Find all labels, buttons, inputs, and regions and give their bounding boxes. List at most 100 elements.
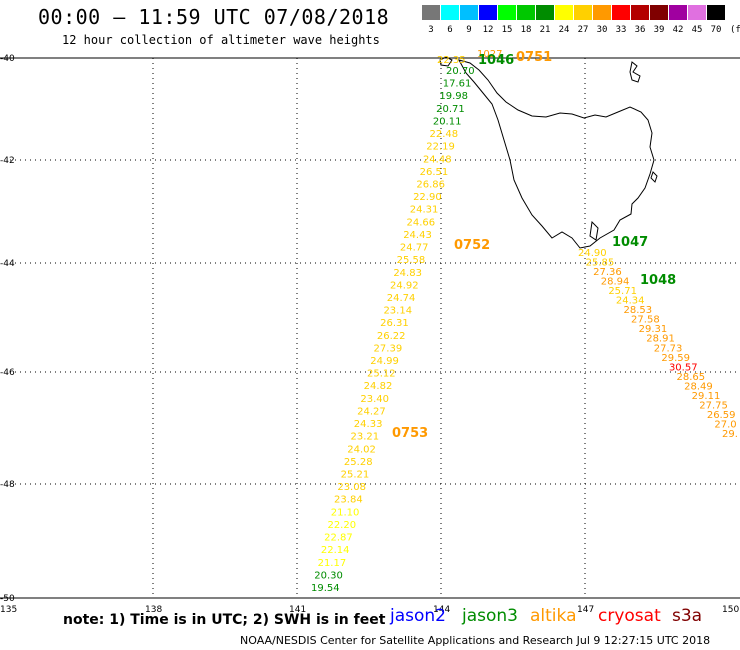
scale-label: 15 [501,25,513,35]
scale-swatch [460,5,478,20]
scale-unit: (ft) [730,25,740,35]
scale-label: 39 [653,25,665,35]
swh-value: 28.53 [623,305,652,316]
swh-value: 25.28 [344,457,373,468]
scale-label: 12 [482,25,494,35]
swh-value: 28.65 [677,372,706,383]
scale-label: 3 [428,25,434,35]
swh-value: 24.48 [423,154,452,165]
scale-label: 30 [596,25,608,35]
swh-value: 23.84 [334,495,363,506]
pass-label: 0751 [516,50,552,65]
scale-swatch [517,5,535,20]
swh-value: 29.31 [639,324,668,335]
swh-value: 26.86 [416,179,445,190]
map-title: 00:00 – 11:59 UTC 07/08/2018 [38,5,390,29]
mission-name: jason3 [462,606,518,626]
swh-value: 25.71 [608,286,637,297]
swh-value: 28.91 [646,334,675,345]
swh-value: 26.51 [420,167,449,178]
swh-value: 27.0 [714,419,736,430]
swh-value: 21.10 [331,507,360,518]
tasmania-coastline [458,59,655,249]
swh-value: 24.02 [347,444,376,455]
latitude-label: -42 [0,156,15,166]
swh-value: 24.77 [400,243,429,254]
longitude-label: 150 [722,605,739,615]
jason3-track-east: 24.9025.8527.3628.9425.7124.3428.5327.58… [578,248,738,440]
latitude-label: -50 [0,594,15,604]
swh-value: 24.27 [357,406,386,417]
swh-value: 24.83 [393,268,422,279]
swh-value: 22.87 [324,533,353,544]
mission-name: jason2 [390,606,446,626]
scale-swatch [612,5,630,20]
swh-value: 22.20 [327,520,356,531]
bruny-island [589,220,599,241]
track-top-fragment: 22.35 1027 [437,49,502,66]
swh-value: 19.98 [439,91,468,102]
scale-label: 18 [520,25,532,35]
swh-value: 29. [722,429,738,440]
swh-value: 30.57 [669,362,698,373]
scale-swatch [422,5,440,20]
scale-label: 45 [691,25,703,35]
pass-label: 1047 [612,235,648,250]
mission-name: altika [530,606,577,626]
longitude-label: 147 [577,605,594,615]
king-island [439,56,453,67]
swh-value: 22.14 [321,545,350,556]
pass-label: 1048 [640,273,676,288]
swh-value: 26.59 [707,410,736,421]
scale-swatch [631,5,649,20]
latitude-label: -40 [0,54,15,64]
scale-swatch [441,5,459,20]
tasmania-coastline-north-detail [629,61,641,83]
swh-value: 24.90 [578,248,607,259]
swh-value: 22.19 [426,142,455,153]
swh-value: 24.92 [390,280,419,291]
scale-swatch [479,5,497,20]
scale-label: 42 [672,25,684,35]
scale-swatch [498,5,516,20]
longitude-label: 138 [145,605,162,615]
swh-value: 27.36 [593,267,622,278]
swh-value: 24.33 [354,419,383,430]
scale-label: 27 [577,25,589,35]
scale-label: 70 [710,25,722,35]
scale-swatch [707,5,725,20]
swh-value: 23.21 [351,432,380,443]
swh-value: 25.12 [367,369,396,380]
longitude-label: 144 [433,605,450,615]
longitude-label: 135 [0,605,17,615]
swh-value: 21.17 [318,558,347,569]
swh-value: 25.85 [586,258,615,269]
scale-swatch [574,5,592,20]
scale-swatch [650,5,668,20]
latitude-label: -44 [0,259,15,269]
longitude-label: 141 [289,605,306,615]
scale-label: 6 [447,25,453,35]
swh-value: 24.74 [387,293,416,304]
pass-label: 1046 [478,53,514,68]
swh-value: 20.11 [433,116,462,127]
swh-value: 29.59 [661,353,690,364]
swh-value: 20.70 [446,66,475,77]
latitude-label: -46 [0,368,15,378]
footer-note: note: 1) Time is in UTC; 2) SWH is in fe… [63,612,386,628]
swh-value: 25.58 [397,255,426,266]
swh-value: 24.34 [616,296,645,307]
swh-value: 25.21 [341,470,370,481]
swh-value: 27.75 [699,400,728,411]
swh-value: 24.82 [364,381,393,392]
scale-label: 21 [539,25,551,35]
swh-value: 19.54 [311,583,340,594]
swh-value: 24.31 [410,205,439,216]
swh-value: 29.11 [692,391,721,402]
swh-value: 22.35 [437,55,466,66]
swh-value: 23.08 [337,482,366,493]
swh-value: 27.58 [631,315,660,326]
pass-label: 0753 [392,426,428,441]
scale-swatch [555,5,573,20]
